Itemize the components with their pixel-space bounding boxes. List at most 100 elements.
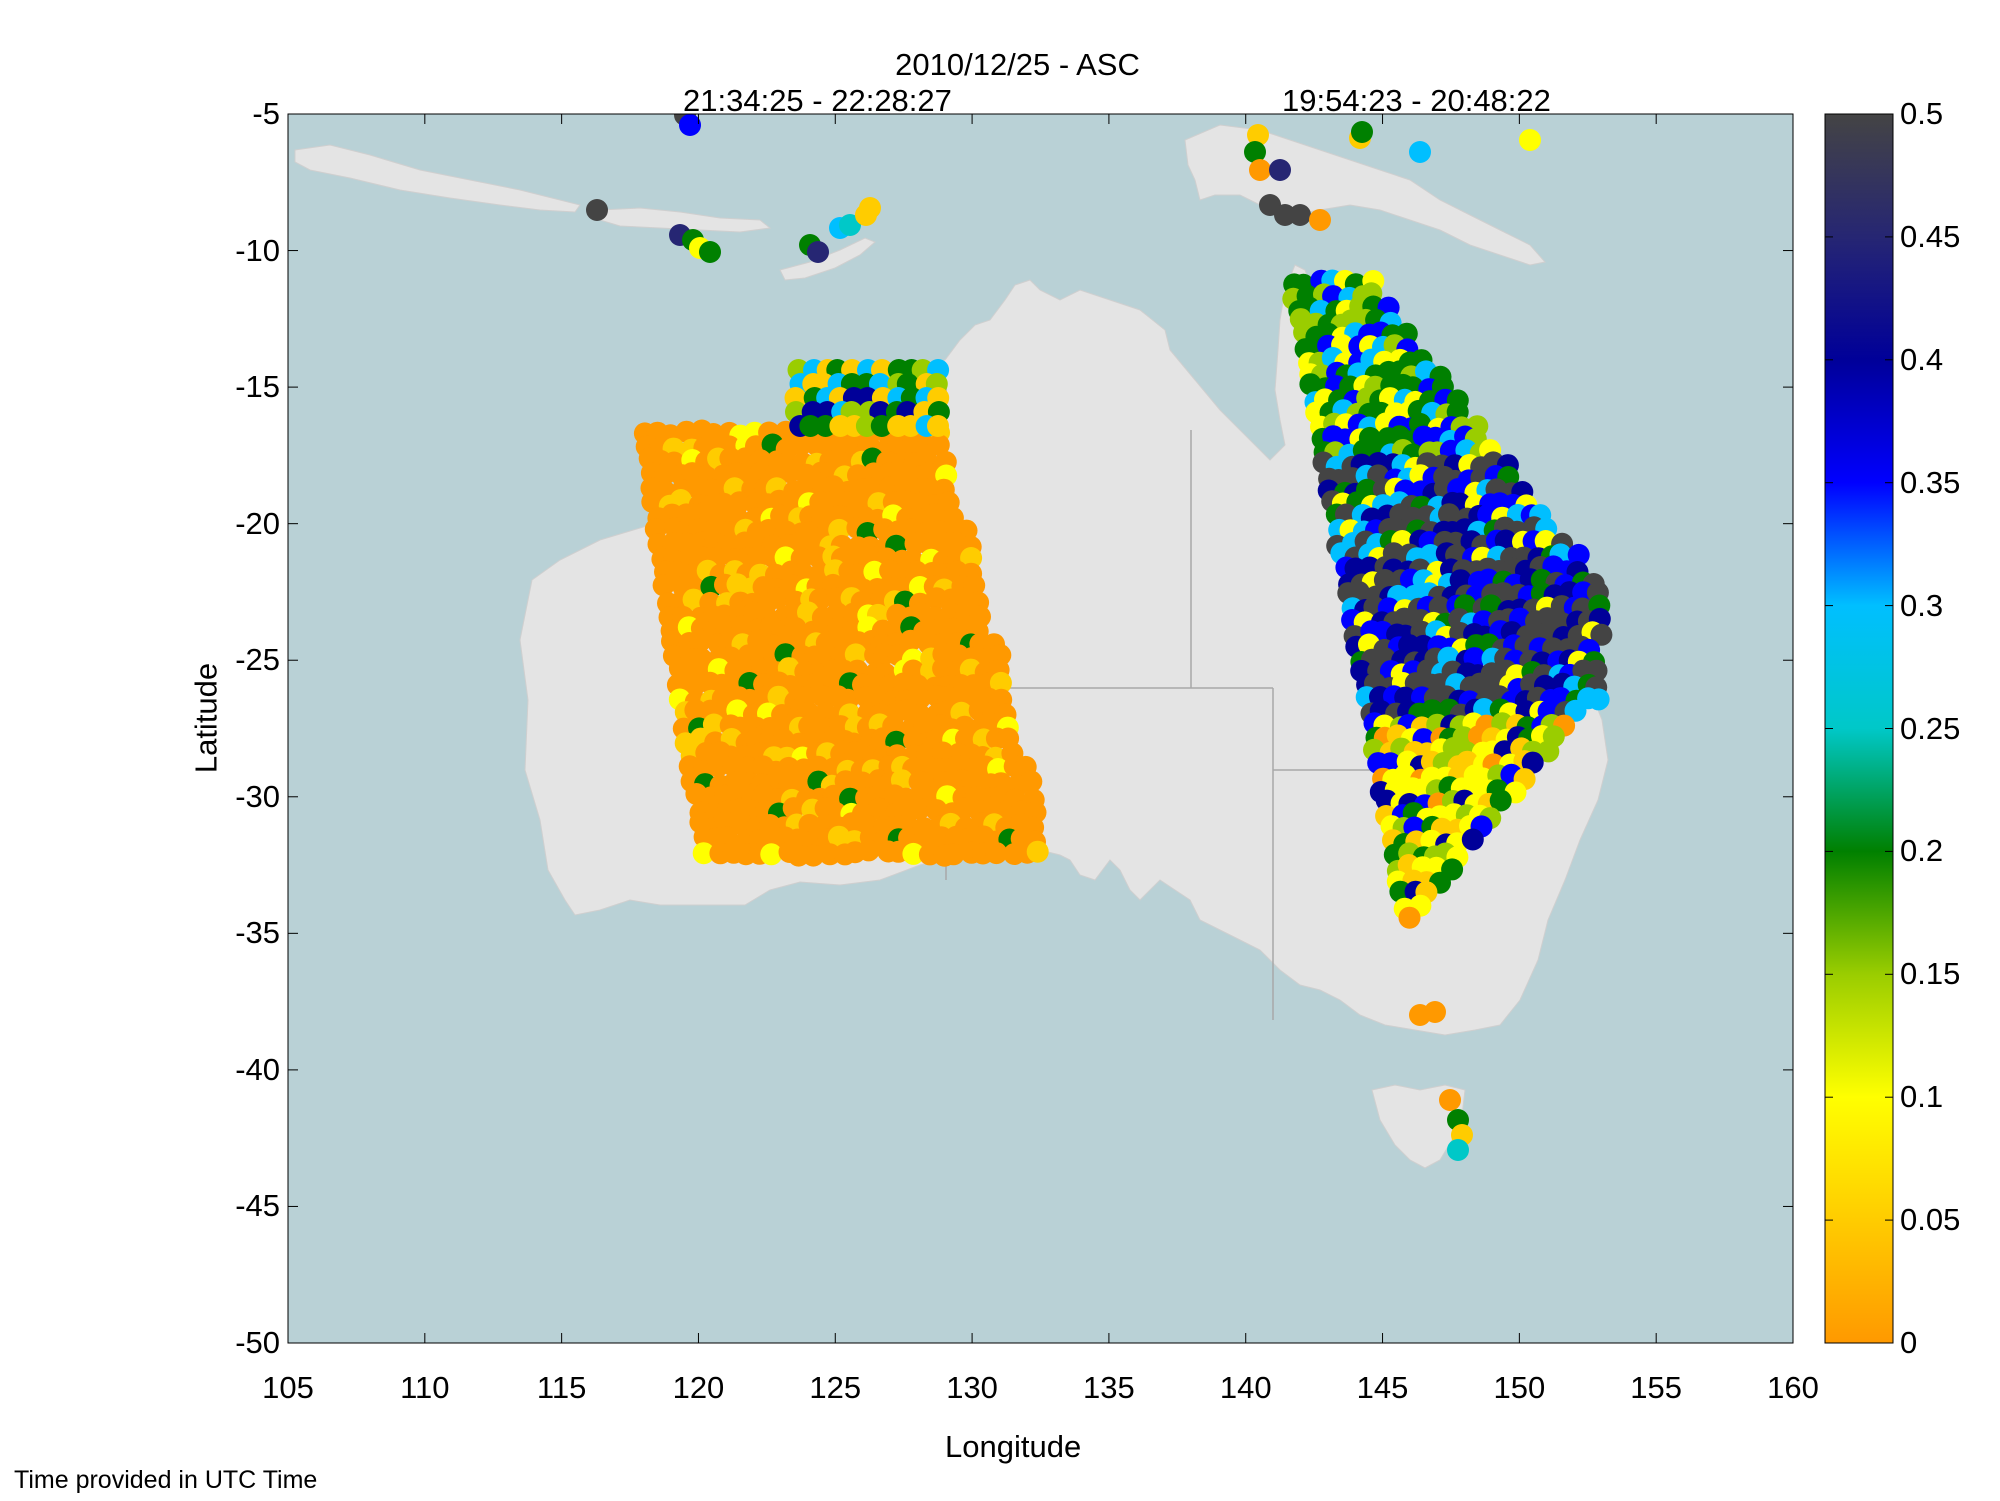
footnote: Time provided in UTC Time <box>14 1466 318 1494</box>
swath-point <box>899 415 922 437</box>
x-tick-label: 120 <box>672 1370 725 1405</box>
swath-point <box>1438 503 1460 526</box>
y-axis-label: Latitude <box>188 662 224 774</box>
y-tick-label: -35 <box>235 915 280 951</box>
swath-point <box>927 434 950 456</box>
swath-point <box>778 461 801 484</box>
swath-point <box>839 214 861 236</box>
swath-point <box>799 415 822 437</box>
x-axis-label: Longitude <box>945 1429 1082 1464</box>
sumbawa-landmass <box>599 207 772 233</box>
swath-point <box>834 770 857 793</box>
y-tick-label: -25 <box>235 642 280 678</box>
swath-point <box>963 574 986 597</box>
soil-moisture-swaths <box>586 114 1613 1161</box>
y-tick-label: -40 <box>235 1051 280 1087</box>
swath-point <box>766 587 789 609</box>
swath-point <box>699 241 721 263</box>
swath-point <box>818 843 841 866</box>
swath-point <box>702 713 725 736</box>
colorbar-tick-label: 0.15 <box>1900 956 1961 992</box>
x-tick-marks <box>287 114 1794 1343</box>
swath-point <box>1244 141 1266 163</box>
swath-point <box>1269 159 1291 181</box>
colorbar-tick-label: 0.45 <box>1900 218 1961 254</box>
x-tick-label: 110 <box>400 1370 450 1405</box>
swath-point <box>960 547 983 569</box>
colorbar-tick-label: 0.4 <box>1900 341 1944 377</box>
swath-point <box>1409 141 1431 163</box>
x-tick-label: 140 <box>1219 1370 1272 1405</box>
swath-point <box>798 813 821 836</box>
swath-point <box>586 199 608 221</box>
swath-point <box>859 197 881 219</box>
swath-point <box>913 713 936 736</box>
pass-time-label-west: 21:34:25 - 22:28:27 <box>683 83 952 118</box>
y-tick-label: -15 <box>235 369 280 405</box>
swath-point <box>689 630 712 653</box>
swath-point <box>1587 688 1610 711</box>
colorbar-tick-label: 0.1 <box>1900 1079 1944 1115</box>
x-tick-label: 135 <box>1083 1370 1135 1405</box>
swath-point <box>1439 1089 1461 1111</box>
swath-point <box>961 769 984 792</box>
y-tick-label: -5 <box>252 96 280 131</box>
axes-frame <box>287 113 1794 1344</box>
swath-point <box>927 415 949 437</box>
swath-point <box>857 839 880 862</box>
colorbar-gradient <box>1824 113 1894 1344</box>
chart-title: 2010/12/25 - ASC <box>895 47 1140 82</box>
colorbar-tick-label: 0.3 <box>1900 587 1944 623</box>
swath-point <box>1494 529 1517 552</box>
swath-point <box>923 503 946 526</box>
swath-point <box>760 843 783 866</box>
swath-point <box>684 475 707 498</box>
x-tick-label: 130 <box>946 1370 998 1405</box>
swath-point <box>1249 159 1271 181</box>
swath-point <box>1398 906 1421 929</box>
swath-point <box>1564 699 1587 722</box>
swath-point <box>902 842 925 865</box>
swath-point <box>844 741 867 764</box>
x-tick-label: 125 <box>809 1370 862 1405</box>
y-tick-label: -10 <box>235 232 280 268</box>
swath-point <box>1289 204 1311 226</box>
swath-point <box>789 433 812 456</box>
swath-point <box>931 741 954 764</box>
swath-point <box>682 588 705 611</box>
swath-point <box>679 114 701 136</box>
swath-point <box>1373 569 1396 591</box>
swath-point <box>728 491 751 514</box>
swath-point <box>767 685 790 708</box>
java-landmass <box>294 144 581 213</box>
swath-point <box>942 843 965 866</box>
swath-point <box>1309 209 1331 231</box>
swath-point <box>747 545 770 568</box>
swath-point <box>1389 880 1412 903</box>
x-tick-label: 145 <box>1356 1370 1409 1405</box>
colorbar-tick-label: 0.25 <box>1900 710 1961 746</box>
pass-time-label-east: 19:54:23 - 20:48:22 <box>1282 83 1551 118</box>
swath-point <box>868 797 891 820</box>
colorbar-tick-label: 0.05 <box>1900 1202 1961 1238</box>
swath-point <box>807 241 829 263</box>
swath-point <box>908 797 931 820</box>
y-tick-label: -30 <box>235 778 280 814</box>
swath-point <box>654 462 676 485</box>
y-tick-marks <box>288 113 1793 1344</box>
colorbar-tick-marks <box>1825 113 1893 1344</box>
y-tick-label: -45 <box>235 1188 280 1224</box>
swath-point <box>1447 1139 1469 1161</box>
swath-point <box>844 643 867 666</box>
swath-point <box>1247 124 1269 146</box>
x-tick-label: 115 <box>536 1370 587 1405</box>
y-tick-label: -50 <box>235 1325 280 1360</box>
y-tick-label: -20 <box>235 505 280 541</box>
swath-point <box>802 844 825 867</box>
swath-point <box>1461 828 1484 851</box>
swath-point <box>798 715 821 737</box>
swath-point <box>1026 840 1049 863</box>
swath-point <box>652 574 675 597</box>
swath-point <box>811 685 834 708</box>
